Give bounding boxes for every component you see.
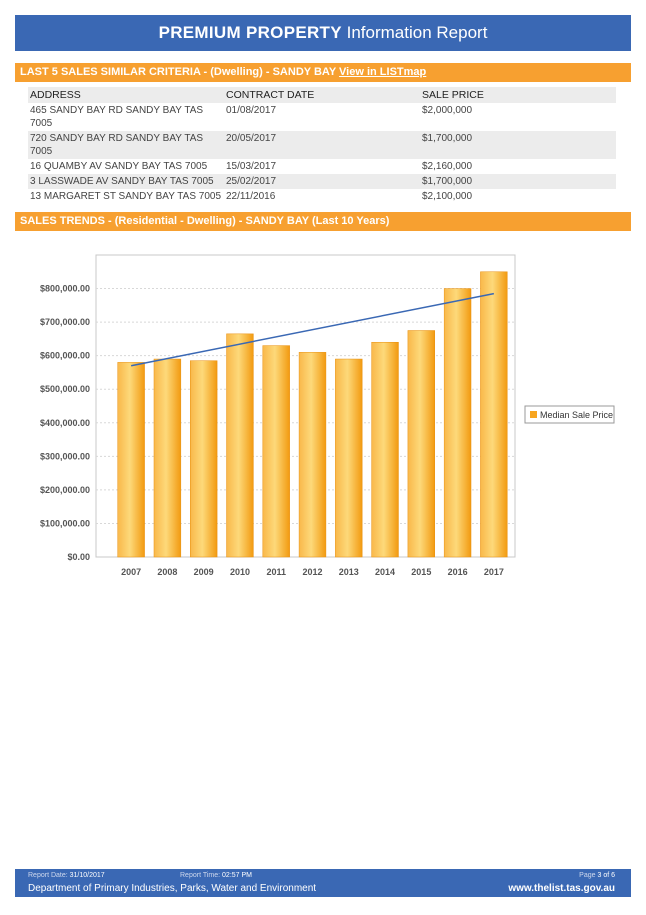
chart-bar: [262, 345, 290, 558]
x-tick-label: 2012: [302, 567, 322, 577]
report-title-banner: PREMIUM PROPERTY Information Report: [15, 15, 631, 51]
chart-bar: [298, 352, 327, 558]
y-tick-label: $600,000.00: [40, 351, 90, 361]
report-time-label: Report Time:: [180, 872, 221, 879]
x-tick-label: 2009: [194, 567, 214, 577]
trends-section-heading: SALES TRENDS - (Residential - Dwelling) …: [15, 212, 631, 231]
row-address: 3 LASSWADE AV SANDY BAY TAS 7005: [28, 174, 224, 189]
report-time: Report Time: 02:57 PM: [180, 872, 252, 879]
x-tick-label: 2014: [375, 567, 395, 577]
y-tick-label: $100,000.00: [40, 518, 90, 528]
median-price-chart: $0.00 $100,000.00 $200,000.00 $300,000.00 $4…: [40, 254, 615, 577]
y-tick-label: $300,000.00: [40, 451, 90, 461]
x-tick-label: 2008: [157, 567, 177, 577]
table-row: 16 QUAMBY AV SANDY BAY TAS 7005 15/03/20…: [28, 159, 616, 174]
x-tick-label: 2011: [266, 567, 286, 577]
row-price: $1,700,000: [420, 174, 616, 189]
department-name: Department of Primary Industries, Parks,…: [28, 883, 317, 894]
row-date: 01/08/2017: [226, 105, 277, 116]
sales-section-heading: LAST 5 SALES SIMILAR CRITERIA - (Dwellin…: [15, 63, 631, 82]
chart-bar: [407, 330, 435, 558]
column-header-sale-price: SALE PRICE: [420, 87, 616, 103]
chart-bar: [371, 341, 399, 558]
x-tick-label: 2017: [484, 567, 504, 577]
legend-label: Median Sale Price: [540, 410, 613, 420]
chart-bar: [190, 360, 218, 558]
table-row: 720 SANDY BAY RD SANDY BAY TAS 7005 20/0…: [28, 131, 616, 159]
report-title-bold: PREMIUM PROPERTY: [158, 23, 342, 42]
table-row: 465 SANDY BAY RD SANDY BAY TAS 7005 01/0…: [28, 103, 616, 131]
row-price: $2,160,000: [422, 161, 473, 172]
y-tick-label: $0.00: [67, 552, 90, 562]
report-date-label: Report Date:: [28, 872, 68, 879]
row-price: $2,000,000: [422, 105, 473, 116]
x-tick-label: 2007: [121, 567, 141, 577]
sales-heading-text: LAST 5 SALES SIMILAR CRITERIA - (Dwellin…: [20, 66, 336, 78]
page-value: 3 of 6: [597, 872, 615, 879]
table-row: 13 MARGARET ST SANDY BAY TAS 7005 22/11/…: [28, 189, 616, 204]
view-in-listmap-link[interactable]: View in LISTmap: [339, 66, 427, 78]
x-tick-label: 2016: [448, 567, 468, 577]
report-date-value: 31/10/2017: [69, 872, 105, 879]
y-tick-label: $800,000.00: [40, 284, 90, 294]
y-tick-label: $400,000.00: [40, 418, 90, 428]
row-address: 465 SANDY BAY RD SANDY BAY TAS 7005: [30, 105, 204, 129]
row-date: 25/02/2017: [224, 174, 420, 189]
page-label: Page: [579, 872, 596, 879]
trends-heading-text: SALES TRENDS - (Residential - Dwelling) …: [20, 215, 390, 227]
chart-trendline: [130, 292, 495, 367]
row-address: 16 QUAMBY AV SANDY BAY TAS 7005: [30, 161, 208, 172]
x-tick-label: 2010: [230, 567, 250, 577]
row-price: $2,100,000: [422, 191, 473, 202]
chart-bar: [335, 358, 363, 558]
y-tick-label: $500,000.00: [40, 384, 90, 394]
page-number: Page 3 of 6: [579, 872, 615, 879]
report-title-light: Information Report: [346, 23, 488, 42]
chart-bar: [226, 333, 254, 558]
sales-table: ADDRESS CONTRACT DATE SALE PRICE 465 SAN…: [28, 87, 616, 204]
row-date: 22/11/2016: [226, 191, 276, 202]
legend-swatch: [530, 411, 537, 418]
chart-bar: [153, 358, 182, 558]
report-footer: Report Date: 31/10/2017 Report Time: 02:…: [15, 869, 631, 897]
chart-legend-box: [524, 405, 615, 424]
x-tick-label: 2013: [339, 567, 359, 577]
chart-bar: [117, 362, 145, 558]
row-price: $1,700,000: [420, 131, 616, 159]
row-address: 720 SANDY BAY RD SANDY BAY TAS 7005: [28, 131, 224, 159]
chart-bar: [443, 288, 472, 558]
row-date: 15/03/2017: [226, 161, 277, 172]
column-header-contract-date: CONTRACT DATE: [224, 87, 420, 103]
x-tick-label: 2015: [411, 567, 431, 577]
row-date: 20/05/2017: [224, 131, 420, 159]
report-date: Report Date: 31/10/2017: [28, 872, 105, 879]
y-tick-label: $700,000.00: [40, 317, 90, 327]
report-time-value: 02:57 PM: [222, 872, 252, 879]
table-row: 3 LASSWADE AV SANDY BAY TAS 7005 25/02/2…: [28, 174, 616, 189]
chart-bar: [480, 271, 508, 558]
y-tick-label: $200,000.00: [40, 485, 90, 495]
website-link[interactable]: www.thelist.tas.gov.au: [508, 883, 615, 894]
row-address: 13 MARGARET ST SANDY BAY TAS 7005: [30, 191, 222, 202]
column-header-address: ADDRESS: [28, 87, 224, 103]
